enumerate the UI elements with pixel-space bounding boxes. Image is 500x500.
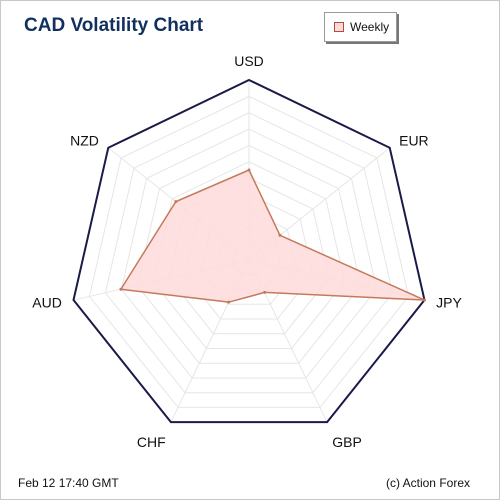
axis-label-eur: EUR [399, 132, 429, 148]
outer-frame [72, 78, 426, 424]
axis-label-nzd: NZD [70, 132, 99, 148]
data-point-aud [119, 287, 123, 291]
series-weekly-area [119, 169, 425, 303]
axis-label-jpy: JPY [436, 295, 462, 311]
footer-credit: (c) Action Forex [385, 476, 470, 490]
outer-frame-layer [72, 78, 426, 424]
legend-label-weekly: Weekly [350, 20, 390, 34]
data-point-chf [227, 300, 231, 304]
footer-timestamp: Feb 12 17:40 GMT [18, 476, 119, 490]
data-point-usd [247, 168, 251, 172]
axis-label-chf: CHF [137, 434, 166, 450]
axis-label-layer: USD EUR JPY GBP CHF AUD NZD [32, 53, 462, 450]
grid-ring [120, 128, 378, 379]
grid-ring [104, 112, 394, 394]
legend: Weekly [324, 12, 397, 42]
axis-label-gbp: GBP [332, 434, 362, 450]
data-point-eur [278, 233, 282, 237]
data-point-gbp [263, 290, 267, 294]
series-layer [119, 168, 426, 304]
legend-swatch-weekly [334, 22, 344, 32]
grid-ring [88, 95, 410, 408]
chart-title: CAD Volatility Chart [24, 15, 204, 36]
axis-label-usd: USD [234, 53, 264, 69]
axis-label-aud: AUD [32, 295, 62, 311]
data-point-jpy [422, 298, 426, 302]
data-point-nzd [174, 200, 178, 204]
grid-ring [136, 144, 362, 364]
